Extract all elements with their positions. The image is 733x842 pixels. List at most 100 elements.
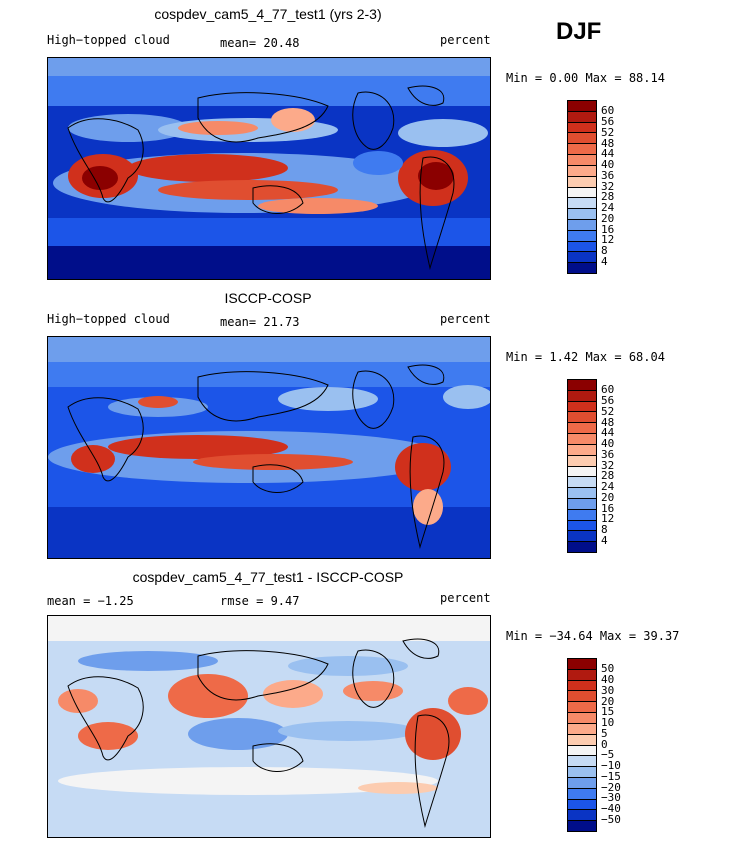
colorbar-swatch [568,401,596,413]
colorbar-tick-label: 4 [601,254,608,268]
colorbar-swatch [568,702,596,714]
colorbar-tick-label: 56 [601,115,615,128]
colorbar-tick-label: 15 [601,705,615,719]
colorbar-tick-label: 12 [601,512,615,526]
panel1-mean: mean= 20.48 [220,36,300,50]
panel3-title: cospdev_cam5_4_77_test1 - ISCCP-COSP [132,569,404,585]
colorbar-swatch [568,767,596,778]
colorbar-swatch [568,390,596,402]
colorbar-tick-label: 36 [601,447,615,461]
panel3-map [47,615,491,838]
colorbar-tick-label: 5 [601,726,608,740]
colorbar-tick-label: 36 [601,168,615,182]
colorbar-swatch [568,498,596,510]
season-label: DJF [556,18,602,45]
panel2-units: percent [440,312,491,326]
panel2-colorbar-labels: 60 56 52 48 44 40 36 32 28 24 20 16 12 8 4 [601,379,641,551]
colorbar-swatch [568,423,596,435]
difference-field [48,616,490,795]
panel1-map [47,57,491,280]
colorbar-tick-label: 4 [601,533,608,547]
panel3-mean: mean = −1.25 [47,594,134,608]
colorbar-tick-label: 24 [601,480,615,493]
colorbar-tick-label: 24 [601,201,615,214]
colorbar-swatch [568,509,596,521]
colorbar-tick-label: 28 [601,190,615,204]
colorbar-tick-label: 10 [601,716,615,729]
colorbar-tick-label: 28 [601,469,615,483]
colorbar-tick-label: −50 [601,812,621,826]
colorbar-swatch [568,444,596,456]
panel2-title: ISCCP-COSP [224,290,312,306]
colorbar-swatch [568,466,596,478]
colorbar-swatch [568,713,596,724]
panel3-rmse: rmse = 9.47 [220,594,300,608]
panel3-minmax: Min = −34.64 Max = 39.37 [506,629,680,643]
cloud-field [48,58,490,279]
colorbar-swatch [568,777,596,789]
colorbar-tick-label: 0 [601,737,608,751]
colorbar-swatch [568,542,596,552]
panel2-colorbar [567,379,597,553]
colorbar-swatch [568,241,596,253]
colorbar-tick-label: 50 [601,662,615,676]
colorbar-swatch [568,821,596,831]
colorbar-swatch [568,691,596,703]
colorbar-tick-label: 48 [601,136,615,150]
colorbar-swatch [568,799,596,811]
colorbar-swatch [568,155,596,166]
colorbar-swatch [568,455,596,467]
colorbar-tick-label: 60 [601,104,615,118]
panel2-mean: mean= 21.73 [220,315,300,329]
colorbar-swatch [568,723,596,735]
colorbar-swatch [568,165,596,177]
colorbar-swatch [568,659,596,670]
colorbar-swatch [568,122,596,134]
panel3-colorbar-labels: 50 40 30 20 15 10 5 0 −5 −10 −15 −20 −30 −40 −50 [601,658,647,830]
colorbar-tick-label: 44 [601,426,615,440]
colorbar-tick-label: 12 [601,233,615,247]
colorbar-swatch [568,669,596,681]
colorbar-tick-label: 30 [601,683,615,697]
colorbar-tick-label: −30 [601,791,621,805]
colorbar-swatch [568,144,596,156]
colorbar-tick-label: −5 [601,748,615,762]
panel1-units: percent [440,33,491,47]
colorbar-tick-label: 44 [601,147,615,161]
colorbar-swatch [568,219,596,231]
panel1-variable: High−topped cloud [47,33,170,47]
colorbar-swatch [568,810,596,822]
colorbar-tick-label: 60 [601,383,615,397]
colorbar-swatch [568,111,596,123]
colorbar-tick-label: 32 [601,458,615,472]
panel1-colorbar-labels: 60 56 52 48 44 40 36 32 28 24 20 16 12 8 4 [601,100,641,272]
colorbar-swatch [568,101,596,112]
colorbar-swatch [568,209,596,220]
colorbar-tick-label: 20 [601,490,615,504]
panel3-colorbar [567,658,597,832]
colorbar-tick-label: 56 [601,394,615,407]
colorbar-tick-label: 48 [601,415,615,429]
panel1-title: cospdev_cam5_4_77_test1 (yrs 2-3) [154,6,382,22]
colorbar-tick-label: −40 [601,802,621,815]
colorbar-tick-label: 8 [601,244,608,257]
colorbar-swatch [568,133,596,145]
colorbar-tick-label: 16 [601,222,615,236]
colorbar-swatch [568,488,596,499]
panel2-map [47,336,491,559]
colorbar-swatch [568,187,596,199]
colorbar-swatch [568,198,596,210]
colorbar-swatch [568,412,596,424]
colorbar-tick-label: 40 [601,673,615,686]
colorbar-swatch [568,263,596,273]
colorbar-tick-label: −20 [601,780,621,794]
colorbar-swatch [568,734,596,746]
coastlines [67,638,450,828]
colorbar-tick-label: 20 [601,694,615,708]
colorbar-tick-label: 16 [601,501,615,515]
cloud-field [48,337,490,558]
colorbar-swatch [568,788,596,800]
colorbar-swatch [568,176,596,188]
colorbar-swatch [568,745,596,757]
panel1-minmax: Min = 0.00 Max = 88.14 [506,71,665,85]
